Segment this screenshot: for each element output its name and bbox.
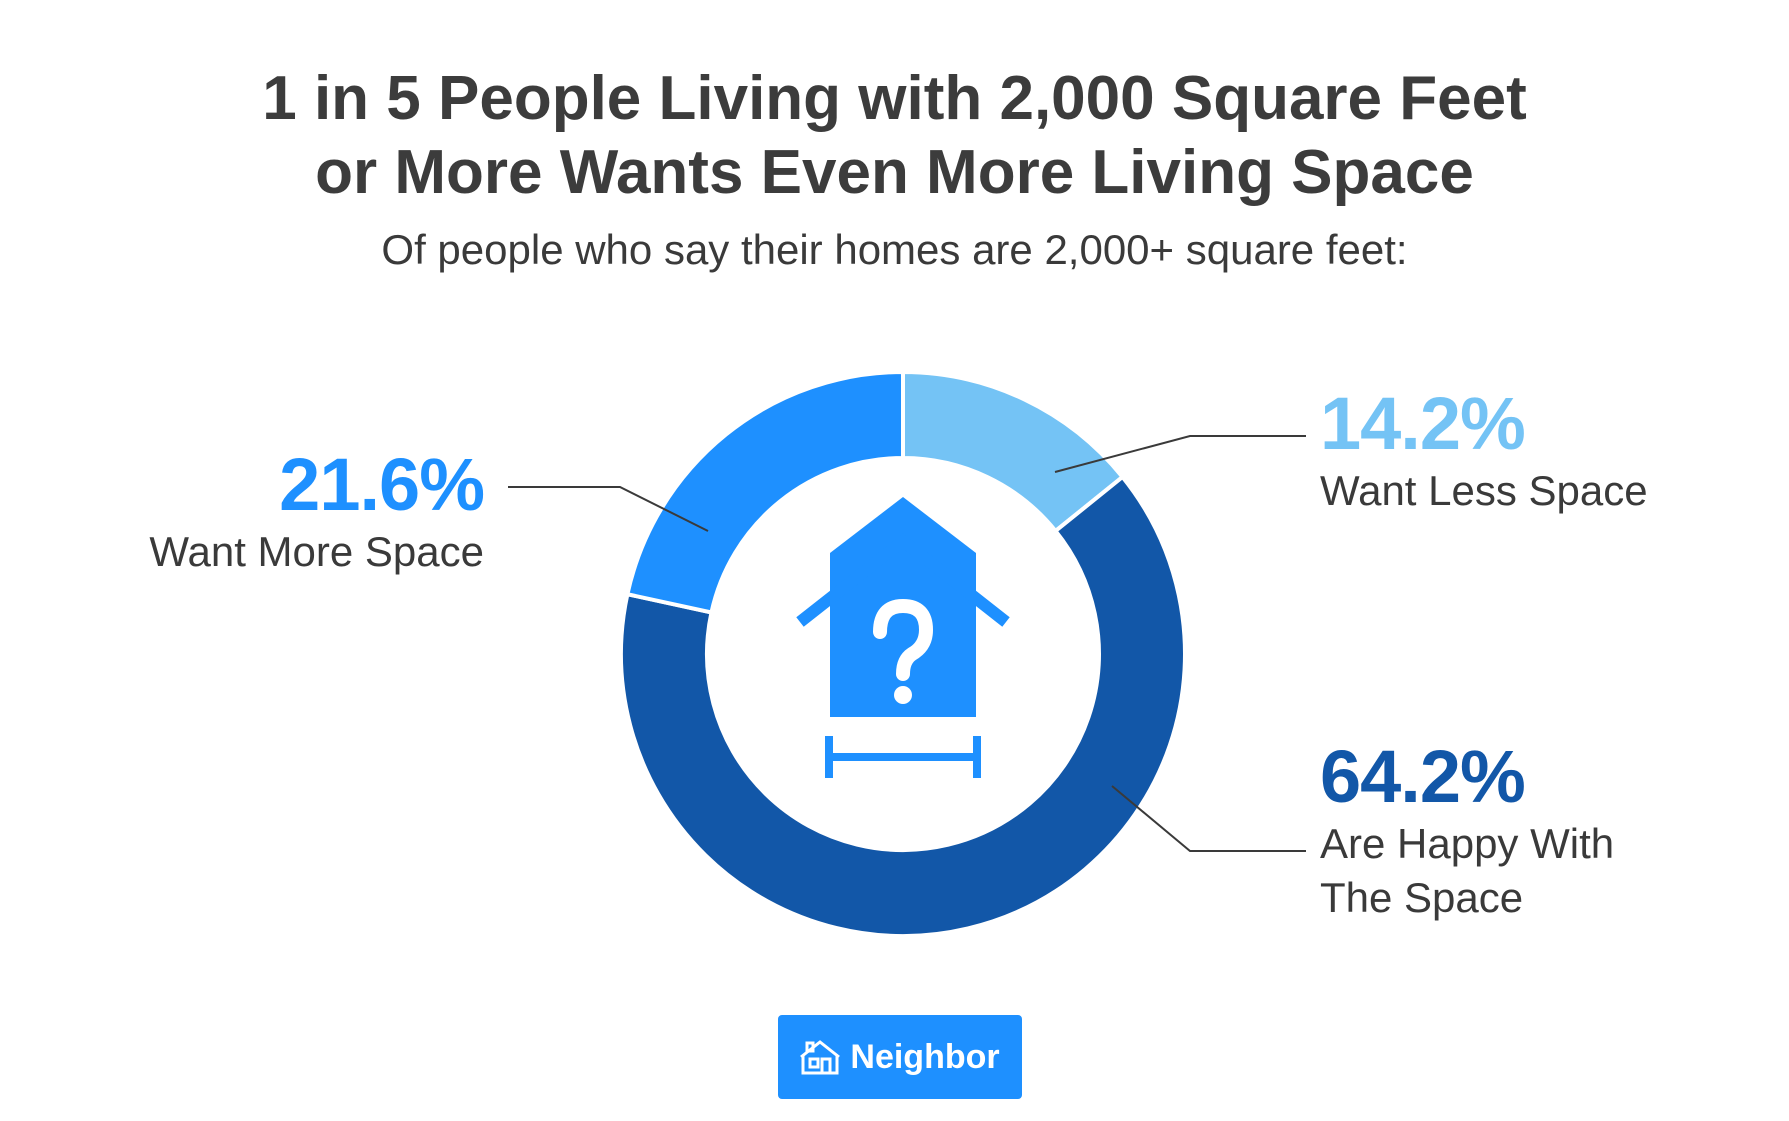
slice-value-want-more: 21.6%	[279, 443, 485, 526]
chart-subtitle: Of people who say their homes are 2,000+…	[381, 226, 1408, 273]
leader-line-want-less	[1054, 435, 1306, 473]
slice-desc-happy-line-2: The Space	[1320, 874, 1524, 921]
chart-title-line-2: or More Wants Even More Living Space	[315, 138, 1474, 207]
slice-label-happy: 64.2% Are Happy With The Space	[1320, 737, 1614, 925]
chart-title-line-1: 1 in 5 People Living with 2,000 Square F…	[262, 64, 1527, 133]
leader-line-want-more	[508, 486, 709, 532]
neighbor-house-icon	[800, 1040, 841, 1075]
donut-slices	[619, 369, 1187, 938]
slice-value-want-less: 14.2%	[1320, 382, 1526, 465]
slice-label-want-less: 14.2% Want Less Space	[1320, 384, 1648, 518]
leader-lines	[508, 435, 1306, 852]
neighbor-logo: Neighbor	[778, 1015, 1022, 1099]
house-question-icon	[796, 497, 1010, 778]
leader-line-happy	[1111, 785, 1306, 852]
neighbor-logo-text: Neighbor	[850, 1037, 1000, 1076]
slice-label-want-more: 21.6% Want More Space	[149, 443, 485, 579]
slice-desc-happy-line-1: Are Happy With	[1320, 820, 1615, 867]
slice-value-happy: 64.2%	[1320, 735, 1526, 818]
slice-desc-want-less: Want Less Space	[1320, 467, 1648, 514]
donut-slice-want-more	[625, 369, 905, 615]
slice-desc-want-more: Want More Space	[149, 528, 484, 575]
chart-title: 1 in 5 People Living with 2,000 Square F…	[0, 62, 1789, 210]
donut-slice-happy	[619, 474, 1187, 938]
